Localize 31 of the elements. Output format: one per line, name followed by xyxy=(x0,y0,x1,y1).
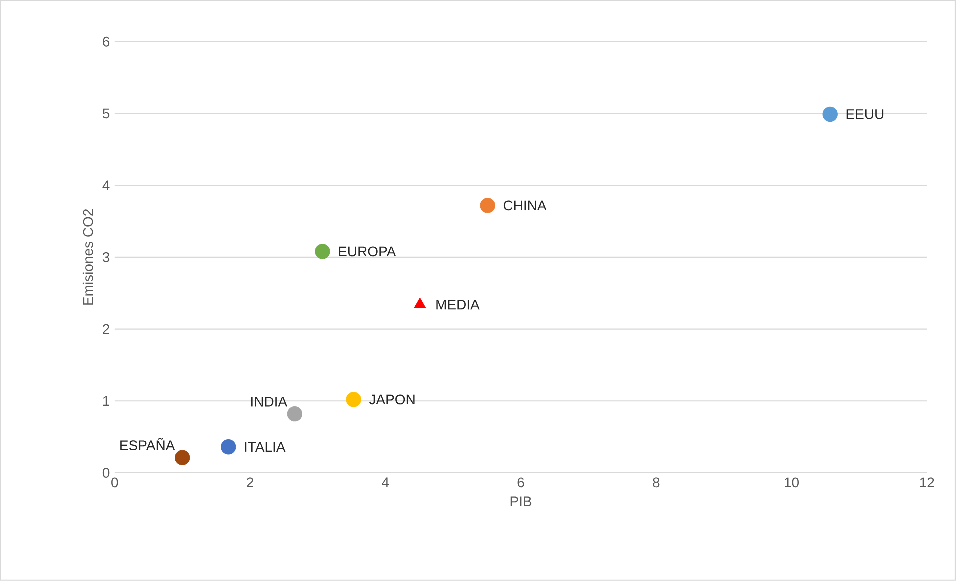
x-tick-label: 6 xyxy=(518,478,524,488)
x-axis-title: PIB xyxy=(510,496,532,506)
x-tick-label: 0 xyxy=(112,478,118,488)
point xyxy=(287,406,303,422)
series-label: CHINA xyxy=(504,200,547,211)
x-tick-label: 10 xyxy=(785,478,799,488)
y-tick-label: 4 xyxy=(102,180,110,190)
y-tick-label: 1 xyxy=(103,396,110,406)
point xyxy=(315,244,330,260)
series-label: ESPAÑA xyxy=(120,438,176,451)
point xyxy=(480,198,496,214)
y-tick-label: 3 xyxy=(102,252,110,262)
series-label: EEUU xyxy=(846,110,884,120)
x-tick-label: 12 xyxy=(920,478,934,488)
y-tick-label: 2 xyxy=(103,324,110,334)
y-tick-label: 5 xyxy=(102,108,110,119)
point xyxy=(174,450,190,466)
y-tick-label: 0 xyxy=(102,468,110,478)
series-label: MEDIA xyxy=(436,300,480,310)
series-label: INDIA xyxy=(252,397,288,407)
series-label: JAPON xyxy=(369,394,415,405)
point xyxy=(221,440,236,455)
point xyxy=(822,106,838,122)
x-tick-label: 4 xyxy=(382,478,390,488)
series-label: EUROPA xyxy=(339,246,396,257)
y-tick-label: 6 xyxy=(103,36,110,47)
x-tick-label: 8 xyxy=(653,478,660,488)
x-tick-label: 2 xyxy=(247,478,254,488)
point xyxy=(346,392,362,408)
y-axis-title: Emisiones CO2 xyxy=(82,210,94,305)
series-label: ITALIA xyxy=(245,442,286,452)
